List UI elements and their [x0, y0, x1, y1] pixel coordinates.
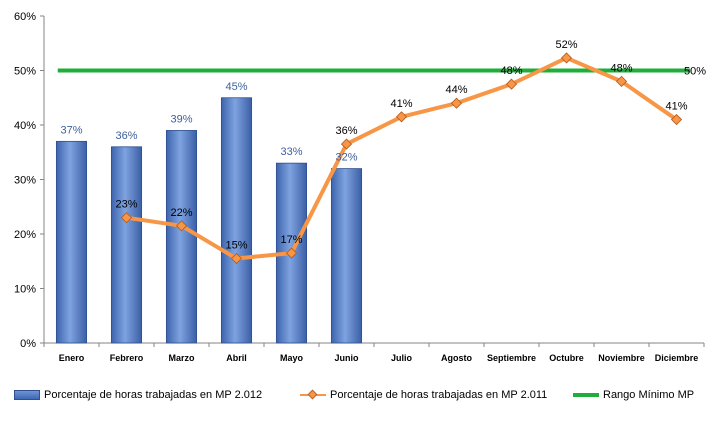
mp2011-data-label: 44% — [445, 84, 467, 96]
mp2011-data-label: 23% — [115, 199, 137, 211]
legend-item-rango-minimo: Rango Mínimo MP — [573, 384, 694, 406]
bar-data-label: 33% — [280, 146, 302, 158]
x-tick-label: Marzo — [168, 353, 195, 363]
bar-data-label: 37% — [60, 124, 82, 136]
bar-junio — [330, 168, 363, 344]
legend-label-rango-minimo: Rango Mínimo MP — [603, 389, 695, 401]
mp2011-data-label: 41% — [390, 98, 412, 110]
mp2011-data-label: 36% — [335, 125, 357, 137]
y-tick-label: 20% — [14, 229, 36, 241]
mp2011-data-label: 17% — [280, 234, 302, 246]
legend-swatch-line — [300, 389, 326, 401]
x-tick-label: Agosto — [441, 353, 472, 363]
mp2011-point-noviembre — [615, 75, 628, 87]
y-tick-label: 50% — [14, 66, 36, 78]
y-tick-label: 10% — [14, 284, 36, 296]
legend-swatch-ref — [573, 393, 599, 397]
x-tick-label: Febrero — [110, 353, 144, 363]
mp2011-point-mayo — [285, 247, 298, 259]
bar-data-label: 39% — [170, 113, 192, 125]
bar-data-label: 32% — [335, 152, 357, 164]
bar-abril — [220, 97, 253, 344]
x-tick-label: Enero — [59, 353, 85, 363]
mp2011-data-label: 41% — [665, 101, 687, 113]
mp2011-data-label: 48% — [500, 65, 522, 77]
mp2011-point-diciembre — [670, 113, 683, 126]
mp2011-point-septiembre — [505, 78, 518, 90]
mp2011-data-label: 15% — [225, 240, 247, 252]
mp2011-point-octubre — [560, 52, 573, 64]
rango-minimo-label: 50% — [684, 66, 706, 78]
x-tick-label: Octubre — [549, 353, 584, 363]
bar-data-label: 45% — [225, 81, 247, 93]
legend: Porcentaje de horas trabajadas en MP 2.0… — [0, 384, 715, 406]
mp2011-point-junio — [340, 138, 353, 150]
legend-item-mp2012: Porcentaje de horas trabajadas en MP 2.0… — [14, 384, 262, 406]
y-tick-label: 30% — [14, 175, 36, 187]
mp2011-point-agosto — [450, 97, 463, 109]
mp2011-line — [126, 55, 678, 261]
x-tick-label: Abril — [226, 353, 247, 363]
bar-enero — [55, 140, 88, 344]
mp2011-point-julio — [395, 111, 408, 123]
legend-label-mp2012: Porcentaje de horas trabajadas en MP 2.0… — [44, 389, 263, 401]
chart: 0% 10% 20% 30% 40% 50% 60% Enero Febrero Marzo Abr… — [14, 11, 706, 363]
x-tick-label: Mayo — [280, 353, 304, 363]
x-tick-label: Noviembre — [598, 353, 645, 363]
mp2011-point-febrero — [120, 212, 133, 224]
bar-marzo — [165, 130, 198, 344]
legend-swatch-bar — [14, 390, 40, 400]
mp2011-point-abril — [230, 252, 243, 265]
x-tick-label: Julio — [391, 353, 413, 363]
legend-item-mp2011: Porcentaje de horas trabajadas en MP 2.0… — [300, 384, 547, 406]
mp2011-point-marzo — [175, 220, 188, 232]
mp2011-data-label: 48% — [610, 62, 632, 74]
mp2011-data-label: 52% — [555, 39, 577, 51]
bar-data-label: 36% — [115, 130, 137, 142]
y-tick-label: 60% — [14, 11, 36, 23]
y-tick-label: 40% — [14, 120, 36, 132]
legend-label-mp2011: Porcentaje de horas trabajadas en MP 2.0… — [330, 389, 548, 401]
y-tick-label: 0% — [20, 338, 36, 350]
x-tick-label: Diciembre — [655, 353, 699, 363]
mp2011-data-label: 22% — [170, 207, 192, 219]
x-tick-label: Junio — [335, 353, 360, 363]
bar-febrero — [110, 146, 143, 344]
x-tick-label: Septiembre — [487, 353, 536, 363]
